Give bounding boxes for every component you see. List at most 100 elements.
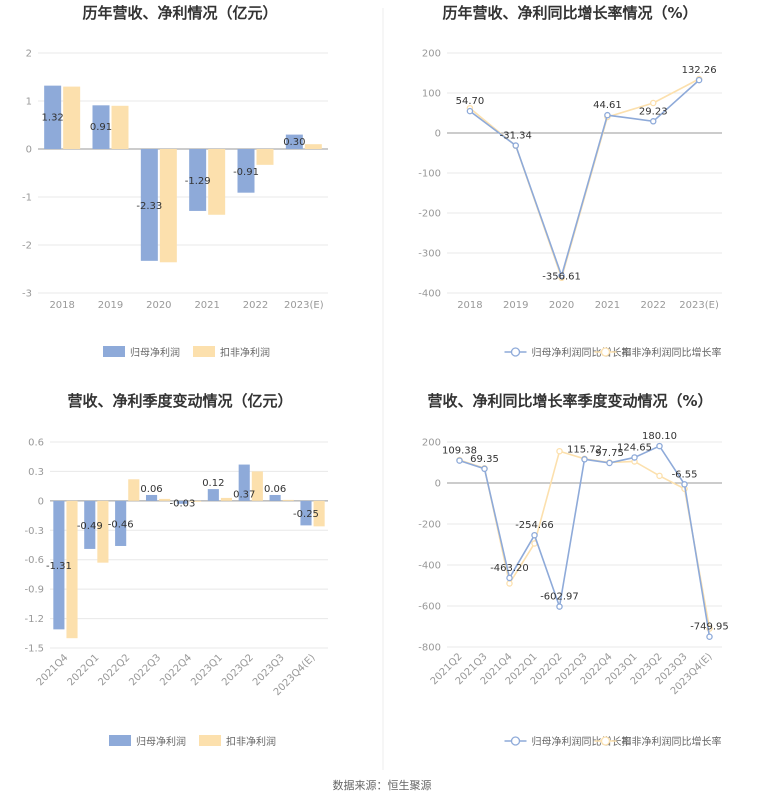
- point-net-profit-growth: [456, 457, 463, 464]
- bar-deducted-profit: [208, 149, 226, 215]
- data-label: 0.91: [90, 122, 112, 133]
- y-tick-label: -0.3: [24, 526, 44, 537]
- data-label: -356.61: [542, 272, 581, 283]
- point-net-profit-growth: [681, 481, 688, 488]
- bar-deducted-profit: [66, 500, 78, 639]
- y-tick-label: 0: [435, 129, 441, 140]
- point-net-profit-growth: [556, 603, 563, 610]
- y-tick-label: -300: [418, 249, 441, 260]
- data-label: -463.20: [490, 563, 529, 574]
- bar-deducted-profit: [256, 149, 274, 165]
- data-label: -0.49: [77, 521, 103, 532]
- x-tick-label: 2020: [549, 300, 574, 311]
- point-net-profit-growth: [604, 111, 611, 119]
- data-label: 0.06: [140, 484, 162, 495]
- data-label: 0.12: [202, 478, 224, 489]
- y-tick-label: 0: [435, 479, 441, 490]
- point-net-profit-growth: [558, 272, 565, 279]
- bar-deducted-profit: [190, 500, 202, 502]
- data-label: -602.97: [540, 592, 579, 603]
- bar-deducted-profit: [313, 500, 325, 527]
- y-tick-label: -2: [22, 241, 32, 252]
- x-tick-label: 2023(E): [679, 300, 719, 311]
- chart-3: 营收、净利季度变动情况（亿元） -1.5 -1.2 -0.9 -0.6 -0.3 0 0.3 0…: [24, 392, 328, 748]
- x-tick-label: 2019: [98, 300, 123, 311]
- legend-swatch: [193, 346, 215, 357]
- x-tick-label: 2022Q4: [158, 652, 194, 688]
- data-label: 109.38: [442, 446, 477, 457]
- x-tick-label: 2021: [194, 300, 219, 311]
- legend-label: 归母净利润: [130, 346, 180, 359]
- bar-deducted-profit: [304, 144, 322, 149]
- data-label: 132.26: [682, 65, 717, 76]
- x-tick-label: 2020: [146, 300, 171, 311]
- data-label: 97.75: [595, 448, 624, 459]
- point-deducted-profit-growth: [506, 580, 513, 587]
- point-net-profit-growth: [650, 118, 657, 125]
- y-tick-label: -0.9: [24, 585, 44, 596]
- x-tick-label: 2023Q1: [189, 652, 225, 688]
- data-label: -2.33: [136, 201, 162, 212]
- legend-marker: [510, 736, 521, 746]
- y-tick-label: 200: [422, 49, 441, 60]
- data-label: 44.61: [593, 100, 622, 111]
- y-tick-label: -1.2: [24, 614, 44, 625]
- point-net-profit-growth: [695, 76, 703, 84]
- y-tick-label: -0.6: [24, 555, 44, 566]
- data-label: 180.10: [642, 431, 677, 442]
- x-tick-label: 2021: [595, 300, 620, 311]
- bar-net-profit: [44, 85, 62, 149]
- point-net-profit-growth: [512, 142, 520, 149]
- legend-label: 扣非净利润: [220, 346, 270, 359]
- legend-marker: [510, 347, 521, 357]
- data-label: 54.70: [456, 96, 485, 107]
- x-tick-label: 2018: [457, 300, 482, 311]
- bar-net-profit: [140, 149, 158, 261]
- y-tick-label: 1: [26, 97, 32, 108]
- data-label: 1.32: [42, 112, 64, 123]
- x-tick-label: 2022Q3: [127, 652, 163, 688]
- bar-deducted-profit: [251, 471, 263, 501]
- chart-title: 营收、净利同比增长率季度变动情况（%）: [427, 392, 712, 410]
- y-tick-label: -1: [22, 193, 32, 204]
- y-tick-label: -3: [22, 289, 32, 300]
- y-tick-label: -1.5: [24, 644, 44, 655]
- bar-net-profit: [285, 134, 303, 149]
- x-tick-label: 2022: [243, 300, 268, 311]
- bar-net-profit: [92, 105, 110, 149]
- data-label: -0.03: [170, 498, 196, 509]
- bar-net-profit: [176, 500, 188, 504]
- x-tick-label: 2019: [503, 300, 528, 311]
- legend-label: 扣非净利润同比增长率: [622, 735, 722, 748]
- point-net-profit-growth: [606, 459, 613, 467]
- data-label: 29.23: [639, 106, 668, 117]
- data-label: -749.95: [690, 622, 729, 633]
- bar-net-profit: [53, 500, 65, 630]
- bar-net-profit: [237, 149, 255, 193]
- legend-swatch: [199, 735, 221, 746]
- point-deducted-profit-growth: [556, 447, 563, 455]
- data-label: 0.37: [233, 490, 255, 501]
- point-net-profit-growth: [481, 465, 488, 473]
- data-label: -1.29: [185, 176, 211, 187]
- legend-label: 归母净利润: [136, 735, 186, 748]
- legend-swatch: [103, 346, 125, 357]
- data-label: -254.66: [515, 520, 554, 531]
- x-tick-label: 2023Q2: [220, 652, 256, 688]
- y-tick-label: 100: [422, 89, 441, 100]
- y-tick-label: -400: [418, 289, 441, 300]
- y-tick-label: 2: [26, 49, 32, 60]
- legend-swatch: [109, 735, 131, 746]
- y-tick-label: 0.6: [28, 438, 44, 449]
- bar-deducted-profit: [128, 479, 140, 501]
- bar-deducted-profit: [220, 497, 233, 501]
- y-tick-label: -100: [418, 169, 441, 180]
- chart-1: 历年营收、净利情况（亿元） -3 -2 -1 0 1 2 2018 2019 2020 2021 20…: [22, 4, 328, 359]
- point-net-profit-growth: [506, 574, 513, 582]
- y-tick-label: 0: [26, 145, 32, 156]
- x-tick-label: 2023(E): [284, 300, 324, 311]
- data-label: 115.72: [567, 444, 602, 455]
- point-net-profit-growth: [581, 456, 588, 463]
- y-tick-label: -800: [418, 643, 441, 654]
- y-tick-label: 0: [38, 496, 44, 507]
